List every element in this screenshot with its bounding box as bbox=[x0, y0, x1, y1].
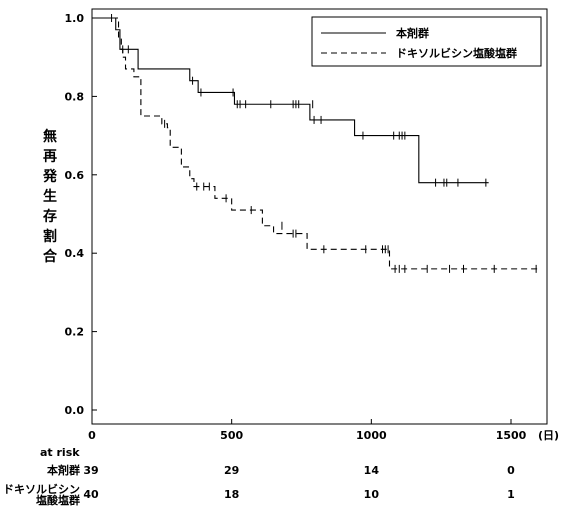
at-risk-count: 1 bbox=[507, 488, 515, 501]
y-axis-label-char: 合 bbox=[43, 248, 58, 265]
y-tick-label: 0.4 bbox=[65, 247, 85, 260]
series-doxorubicin bbox=[92, 17, 539, 273]
km-step-line bbox=[92, 17, 539, 270]
at-risk-table: at risk 本剤群 39 29 14 0 ドキソルビシン塩酸塩群 40 18 10 1 bbox=[3, 446, 515, 507]
at-risk-count: 39 bbox=[83, 464, 98, 477]
x-tick-label: 1000 bbox=[356, 429, 387, 442]
plot-frame bbox=[91, 8, 548, 425]
y-tick-label: 0.2 bbox=[65, 326, 85, 339]
at-risk-count: 40 bbox=[83, 488, 99, 501]
km-step-line bbox=[92, 17, 489, 184]
at-risk-title: at risk bbox=[40, 446, 80, 459]
legend-box bbox=[311, 16, 542, 67]
y-axis-label-char: 生 bbox=[43, 188, 57, 205]
y-axis-label-char: 存 bbox=[43, 208, 57, 225]
x-axis: 0 500 1000 1500 bbox=[88, 419, 527, 442]
y-tick-label: 0.6 bbox=[65, 169, 85, 182]
y-axis-label-char: 割 bbox=[43, 228, 57, 245]
x-tick-label: 1500 bbox=[496, 429, 527, 442]
y-tick-label: 1.0 bbox=[65, 12, 85, 25]
at-risk-row-label: 本剤群 bbox=[47, 463, 80, 477]
at-risk-count: 14 bbox=[364, 464, 380, 477]
at-risk-row-label: 塩酸塩群 bbox=[36, 493, 80, 507]
x-tick-label: 500 bbox=[220, 429, 243, 442]
y-axis: 0.0 0.2 0.4 0.6 0.8 1.0 bbox=[65, 12, 97, 417]
legend-label: 本剤群 bbox=[396, 26, 429, 40]
at-risk-count: 10 bbox=[364, 488, 380, 501]
survival-curves bbox=[92, 14, 539, 273]
y-tick-label: 0.0 bbox=[65, 404, 85, 417]
y-tick-label: 0.8 bbox=[65, 90, 85, 103]
at-risk-count: 29 bbox=[224, 464, 239, 477]
legend-label: ドキソルビシン塩酸塩群 bbox=[396, 46, 517, 60]
x-tick-label: 0 bbox=[88, 429, 96, 442]
y-axis-label-char: 発 bbox=[42, 168, 58, 185]
y-axis-label-char: 再 bbox=[43, 149, 57, 165]
at-risk-count: 0 bbox=[507, 464, 515, 477]
x-axis-unit-label: (日) bbox=[538, 429, 559, 442]
at-risk-row-label: ドキソルビシン bbox=[3, 482, 80, 496]
at-risk-count: 18 bbox=[224, 488, 239, 501]
y-axis-label-char: 無 bbox=[43, 128, 57, 145]
